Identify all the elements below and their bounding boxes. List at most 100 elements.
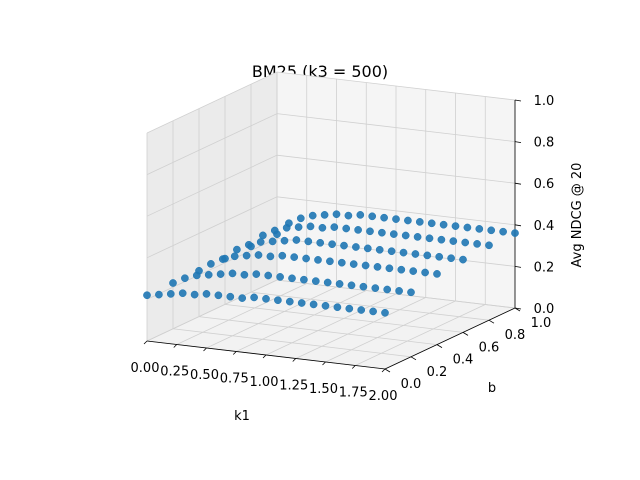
- data-point: [226, 292, 235, 301]
- x-tick: [351, 365, 356, 369]
- z-tick: [514, 182, 522, 185]
- z-grid-line: [146, 154, 516, 217]
- data-point: [423, 251, 432, 260]
- data-point: [349, 260, 358, 268]
- data-point: [378, 228, 386, 237]
- data-point: [392, 215, 400, 223]
- data-point: [387, 247, 396, 256]
- data-point: [425, 234, 434, 243]
- data-point: [268, 237, 277, 246]
- data-point: [373, 263, 382, 271]
- data-point: [335, 280, 344, 288]
- x-tick-label: 2.00: [369, 389, 398, 404]
- data-point: [399, 248, 408, 257]
- data-point: [143, 291, 151, 300]
- data-point: [342, 224, 351, 233]
- data-point: [415, 218, 424, 226]
- data-point: [385, 264, 394, 273]
- data-point: [337, 258, 346, 267]
- data-point: [435, 252, 444, 261]
- data-point: [447, 254, 455, 263]
- data-point: [369, 307, 377, 316]
- data-point: [280, 236, 289, 245]
- y-tick-label: 0.4: [453, 353, 474, 368]
- data-point: [356, 211, 365, 219]
- x-tick-label: 0.50: [190, 368, 219, 383]
- data-point: [461, 238, 470, 247]
- data-point: [344, 211, 353, 220]
- z-tick: [514, 99, 522, 102]
- y-tick: [488, 319, 495, 324]
- z-tick: [514, 307, 522, 310]
- z-grid-line: [146, 279, 516, 342]
- data-point: [302, 254, 310, 263]
- data-point: [321, 301, 330, 310]
- data-point: [433, 270, 441, 278]
- y-tick-label: 1.0: [531, 316, 552, 331]
- data-point: [318, 223, 327, 232]
- data-point: [214, 291, 223, 300]
- z-tick-label: 0.6: [534, 177, 555, 192]
- y-tick-label: 0.2: [427, 365, 448, 380]
- x-axis-label: k1: [234, 409, 250, 424]
- data-point: [311, 277, 320, 285]
- data-point: [328, 240, 336, 249]
- data-points: [143, 210, 519, 317]
- data-point: [316, 238, 325, 247]
- data-point: [228, 269, 237, 278]
- data-point: [473, 240, 481, 248]
- x-tick: [173, 344, 178, 348]
- data-point: [270, 226, 279, 235]
- data-point: [181, 274, 189, 283]
- data-point: [278, 251, 287, 260]
- data-point: [439, 220, 448, 229]
- y-axis-line: [384, 307, 516, 370]
- data-point: [266, 252, 275, 261]
- data-point: [254, 251, 263, 259]
- data-point: [357, 306, 366, 314]
- data-point: [259, 231, 267, 240]
- y-axis-label: b: [488, 381, 496, 396]
- data-point: [330, 223, 339, 231]
- z-tick: [514, 224, 522, 227]
- data-point: [375, 245, 384, 254]
- z-tick-label: 0.4: [534, 219, 555, 234]
- x-tick: [381, 368, 386, 373]
- x-tick-label: 0.25: [160, 365, 189, 380]
- data-point: [407, 288, 415, 297]
- data-point: [233, 245, 241, 254]
- data-point: [308, 211, 317, 220]
- data-point: [427, 219, 436, 228]
- x-tick: [143, 340, 148, 345]
- data-point: [449, 237, 458, 245]
- data-point: [290, 253, 299, 261]
- data-point: [169, 279, 177, 287]
- data-point: [297, 299, 306, 307]
- data-point: [300, 275, 308, 284]
- data-point: [421, 268, 429, 277]
- data-point: [190, 290, 199, 299]
- data-point: [401, 231, 410, 240]
- data-point: [366, 227, 374, 236]
- data-point: [309, 300, 318, 309]
- data-point: [192, 271, 201, 280]
- y-tick-label: 0.0: [401, 377, 422, 392]
- data-point: [238, 294, 247, 302]
- data-point: [354, 226, 362, 234]
- data-point: [244, 240, 253, 249]
- tick-labels: 0.00 0.25 0.50 0.75 1.00 1.25 1.50 1.75 2.000.00…: [131, 94, 555, 404]
- data-point: [204, 270, 213, 279]
- x-tick: [292, 358, 297, 362]
- data-point: [240, 270, 249, 279]
- data-point: [242, 251, 251, 260]
- data-point: [250, 293, 258, 302]
- data-point: [326, 257, 334, 266]
- data-point: [511, 229, 519, 237]
- data-point: [380, 213, 388, 222]
- data-point: [368, 212, 377, 221]
- data-point: [323, 278, 332, 287]
- data-point: [345, 304, 354, 313]
- data-point: [333, 303, 342, 312]
- y-tick: [462, 332, 469, 336]
